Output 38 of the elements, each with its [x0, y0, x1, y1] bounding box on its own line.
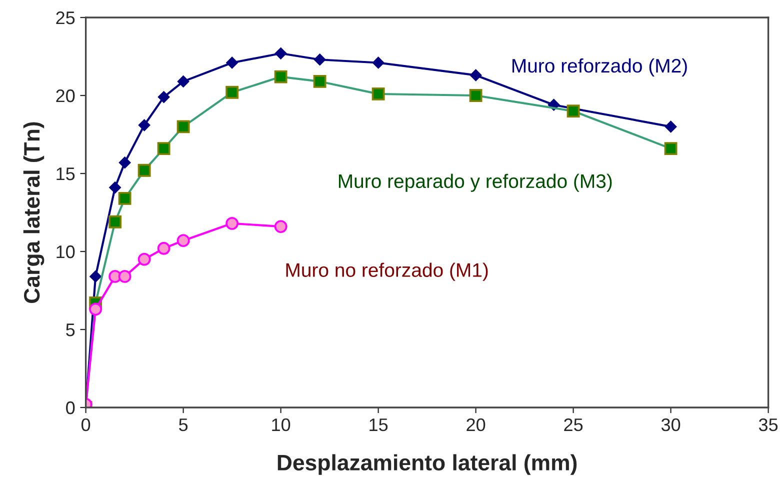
- x-tick-label: 5: [179, 418, 188, 432]
- series-label: Muro reforzado (M2): [512, 58, 687, 76]
- text: Muro reparado y reforzado (M3): [338, 174, 612, 192]
- series-label: Muro no reforzado (M1): [286, 262, 488, 281]
- y-tick-label: 5: [66, 324, 75, 336]
- x-tick-label: 15: [370, 418, 388, 432]
- point: [470, 69, 482, 82]
- point: [372, 56, 384, 69]
- x-tick-label: 35: [758, 418, 778, 432]
- x-tick-label: 10: [272, 418, 290, 432]
- point: [274, 48, 287, 60]
- point: [138, 252, 151, 266]
- y-tick-label: 25: [56, 11, 75, 24]
- point: [177, 76, 190, 88]
- y-tick-label: 10: [56, 245, 75, 258]
- x-tick-label: 20: [466, 418, 486, 432]
- y-axis-title: Carga lateral (Tn): [23, 122, 44, 303]
- point: [158, 91, 170, 103]
- point: [226, 216, 239, 230]
- point: [664, 120, 677, 133]
- x-tick-label: 0: [81, 418, 90, 432]
- x-tick-label: 25: [564, 418, 583, 432]
- point: [226, 56, 238, 69]
- point: [314, 54, 326, 66]
- y-tick-label: 20: [56, 89, 75, 102]
- point: [157, 242, 170, 255]
- point: [89, 302, 102, 316]
- point: [138, 119, 150, 131]
- x-axis-title: Desplazamiento lateral (mm): [278, 454, 577, 475]
- point: [90, 270, 102, 282]
- x-tick-label: 30: [661, 418, 680, 432]
- point: [118, 270, 132, 283]
- y-tick-label: 0: [66, 401, 75, 414]
- point: [118, 156, 131, 168]
- point: [274, 220, 288, 233]
- point: [109, 182, 121, 194]
- y-tick-label: 15: [56, 168, 75, 180]
- point: [176, 234, 190, 248]
